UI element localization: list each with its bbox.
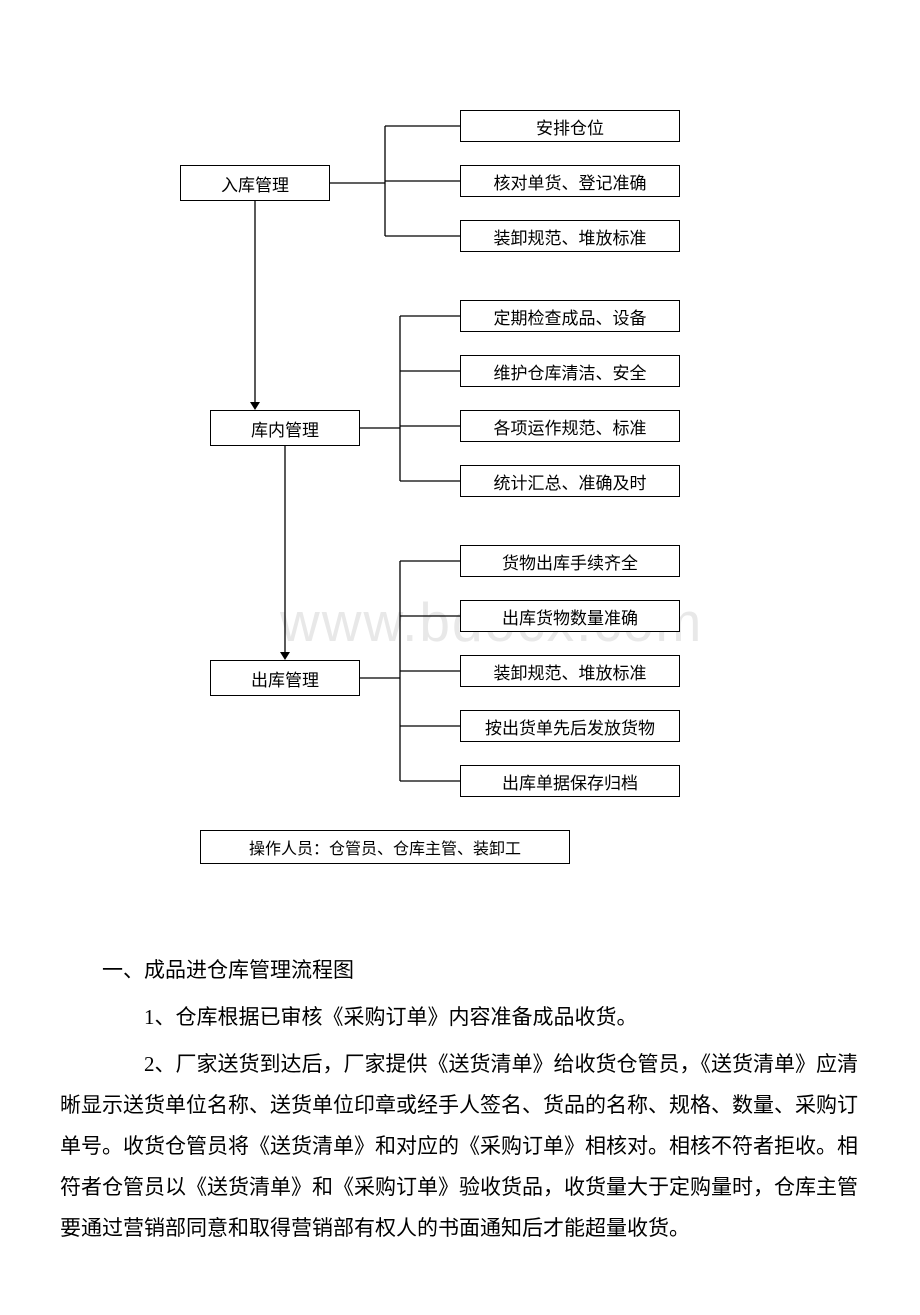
main-node-2: 出库管理 xyxy=(210,660,360,696)
main-node-0: 入库管理 xyxy=(180,165,330,201)
section-heading: 一、成品进仓库管理流程图 xyxy=(60,950,860,991)
sub-node-2-4: 出库单据保存归档 xyxy=(460,765,680,797)
sub-node-1-1: 维护仓库清洁、安全 xyxy=(460,355,680,387)
sub-node-1-3: 统计汇总、准确及时 xyxy=(460,465,680,497)
main-node-1: 库内管理 xyxy=(210,410,360,446)
document-body: 一、成品进仓库管理流程图 1、仓库根据已审核《采购订单》内容准备成品收货。 2、… xyxy=(60,950,860,1249)
sub-node-2-3: 按出货单先后发放货物 xyxy=(460,710,680,742)
paragraph-2: 2、厂家送货到达后，厂家提供《送货清单》给收货仓管员，《送货清单》应清晰显示送货… xyxy=(60,1044,860,1249)
sub-node-0-0: 安排仓位 xyxy=(460,110,680,142)
sub-node-1-2: 各项运作规范、标准 xyxy=(460,410,680,442)
sub-node-0-1: 核对单货、登记准确 xyxy=(460,165,680,197)
sub-node-0-2: 装卸规范、堆放标准 xyxy=(460,220,680,252)
sub-node-2-2: 装卸规范、堆放标准 xyxy=(460,655,680,687)
paragraph-1: 1、仓库根据已审核《采购订单》内容准备成品收货。 xyxy=(60,997,860,1038)
sub-node-1-0: 定期检查成品、设备 xyxy=(460,300,680,332)
warehouse-flowchart: www.bdocx.com 入库管理库内管理出库管理安排仓位核对单货、登记准确装… xyxy=(60,100,860,920)
footer-note: 操作人员：仓管员、仓库主管、装卸工 xyxy=(200,830,570,864)
sub-node-2-1: 出库货物数量准确 xyxy=(460,600,680,632)
sub-node-2-0: 货物出库手续齐全 xyxy=(460,545,680,577)
